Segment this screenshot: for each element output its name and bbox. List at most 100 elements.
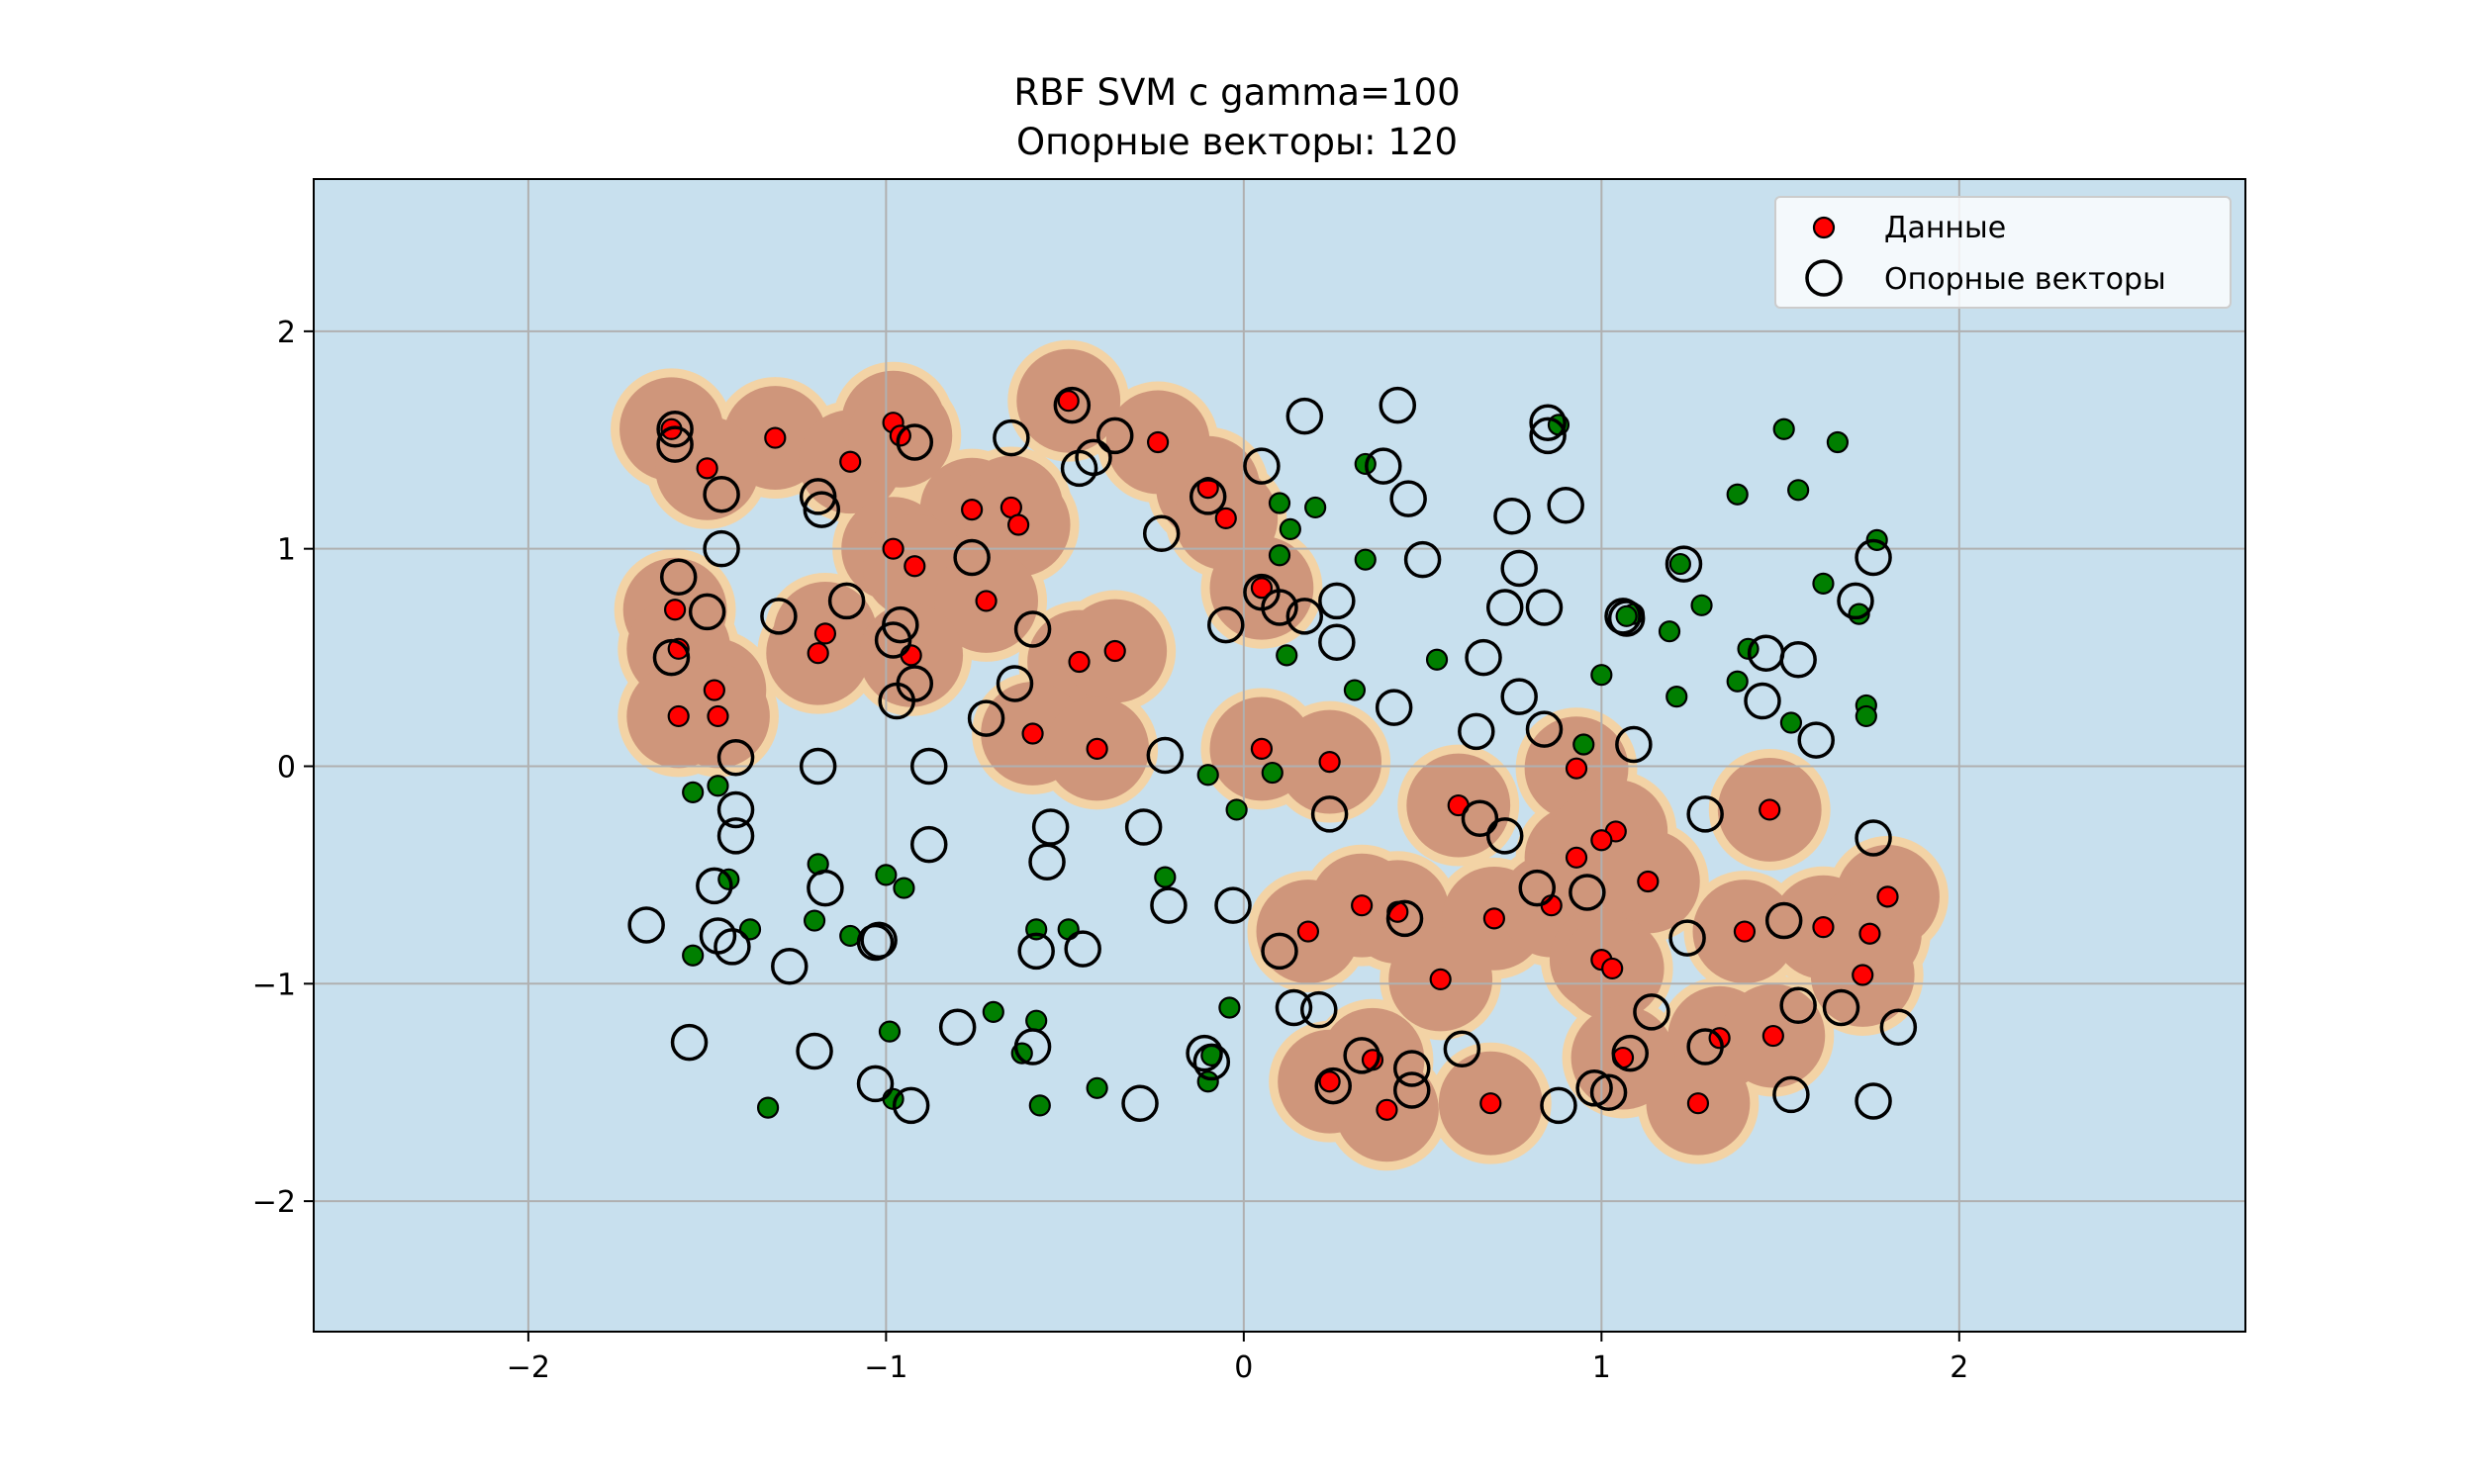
support-vector-marker	[1189, 478, 1227, 515]
data-point-red	[1565, 846, 1588, 869]
data-point-red	[882, 537, 904, 560]
data-point-red	[667, 704, 690, 728]
support-vector-marker	[1772, 1075, 1810, 1114]
data-point-green	[875, 864, 898, 886]
support-vector-marker	[1275, 988, 1313, 1027]
support-vector-marker	[1611, 1034, 1650, 1072]
data-point-green	[1218, 996, 1241, 1019]
support-vector-marker	[1403, 540, 1442, 579]
data-point-red	[1761, 1024, 1784, 1048]
support-vector-marker	[1214, 886, 1252, 924]
support-vector-marker	[1493, 497, 1531, 535]
support-vector-marker	[796, 1032, 833, 1070]
support-vector-marker	[1192, 1043, 1231, 1081]
support-vector-marker	[1392, 1050, 1431, 1087]
support-vector-marker	[1665, 545, 1703, 583]
data-point-green	[1196, 764, 1219, 787]
data-point-green	[1772, 417, 1795, 440]
support-vector-marker	[938, 1008, 977, 1047]
axis-ticks-layer: −2 −1 0 1 2 −2 −1 0 1 2	[252, 316, 1969, 1385]
data-point-green	[1658, 620, 1681, 643]
support-vector-marker	[716, 790, 755, 829]
data-point-red	[1318, 1070, 1341, 1093]
support-vector-marker	[1686, 795, 1724, 833]
data-point-red	[696, 457, 718, 480]
data-point-red	[1590, 829, 1613, 852]
data-point-red	[1318, 750, 1341, 774]
support-vector-marker	[1525, 710, 1564, 748]
support-vector-marker	[1318, 623, 1356, 661]
support-vector-marker	[1343, 1037, 1380, 1074]
support-vector-marker	[652, 638, 691, 677]
legend-box	[1774, 196, 2232, 309]
support-vector-marker	[1485, 817, 1524, 855]
support-vector-marker	[1589, 1073, 1628, 1111]
data-point-green	[1787, 479, 1810, 502]
support-vector-marker	[1285, 598, 1324, 635]
support-vector-marker	[878, 682, 915, 720]
data-point-red	[1196, 477, 1219, 500]
data-point-green	[878, 1020, 902, 1043]
data-point-green	[756, 1096, 780, 1119]
support-vector-marker	[1686, 1028, 1724, 1066]
data-point-red	[1858, 922, 1881, 945]
support-vector-marker	[1095, 417, 1134, 455]
support-vector-marker	[1797, 721, 1835, 759]
support-vector-marker	[656, 411, 694, 448]
data-point-green	[1425, 648, 1449, 671]
support-vector-marker	[1261, 589, 1298, 626]
support-vector-marker	[1443, 1030, 1481, 1067]
support-vector-marker	[1365, 447, 1402, 485]
data-point-green	[1354, 548, 1377, 571]
data-point-green	[1826, 430, 1850, 454]
support-vector-marker	[659, 558, 698, 597]
support-vector-marker	[1764, 901, 1803, 940]
legend-marker-data	[1812, 216, 1836, 239]
data-point-green	[1025, 1009, 1048, 1032]
data-point-red	[1812, 916, 1835, 939]
chart-title-line-2: Опорные векторы: 120	[1015, 121, 1459, 163]
support-vector-marker	[827, 582, 866, 620]
y-tick-label: −1	[252, 968, 296, 1002]
support-vector-marker	[1855, 538, 1892, 577]
data-point-red	[1068, 650, 1091, 674]
support-vector-marker	[1779, 986, 1817, 1025]
support-vector-marker	[1318, 582, 1356, 620]
data-point-green	[1665, 686, 1688, 708]
y-tick-label: 0	[277, 750, 296, 785]
support-vector-marker	[1837, 582, 1874, 620]
support-vector-marker	[1633, 993, 1670, 1031]
support-vector-marker	[1379, 386, 1417, 424]
data-point-red	[807, 642, 829, 665]
data-point-red	[764, 426, 787, 449]
support-vector-marker	[892, 1086, 930, 1125]
support-vector-marker	[1146, 736, 1185, 775]
data-point-green	[1690, 594, 1713, 616]
support-vector-marker	[909, 825, 948, 864]
data-point-red	[839, 450, 862, 473]
support-vector-marker	[807, 869, 844, 907]
data-point-green	[1812, 572, 1835, 595]
y-tick-label: 1	[277, 533, 296, 568]
support-vector-marker	[1261, 932, 1298, 971]
support-vector-marker	[1028, 843, 1066, 881]
support-vector-marker	[714, 928, 751, 966]
data-point-red	[1482, 907, 1505, 930]
data-point-green	[1261, 761, 1284, 785]
support-vector-marker	[967, 699, 1005, 737]
support-vector-marker	[1458, 712, 1495, 751]
support-vector-marker	[1186, 1034, 1223, 1072]
data-point-red	[1852, 964, 1874, 986]
support-vector-marker	[1243, 447, 1281, 485]
support-vector-marker	[1525, 589, 1564, 626]
support-vector-marker	[1668, 919, 1706, 957]
data-point-red	[1250, 577, 1274, 600]
support-vector-marker	[799, 478, 837, 515]
support-vector-marker	[1385, 899, 1424, 938]
data-point-green	[1855, 704, 1877, 728]
x-tick-label: −2	[507, 1350, 550, 1385]
data-point-green	[1668, 552, 1691, 576]
support-vector-marker	[1124, 808, 1163, 846]
support-vector-marker	[1207, 605, 1245, 644]
